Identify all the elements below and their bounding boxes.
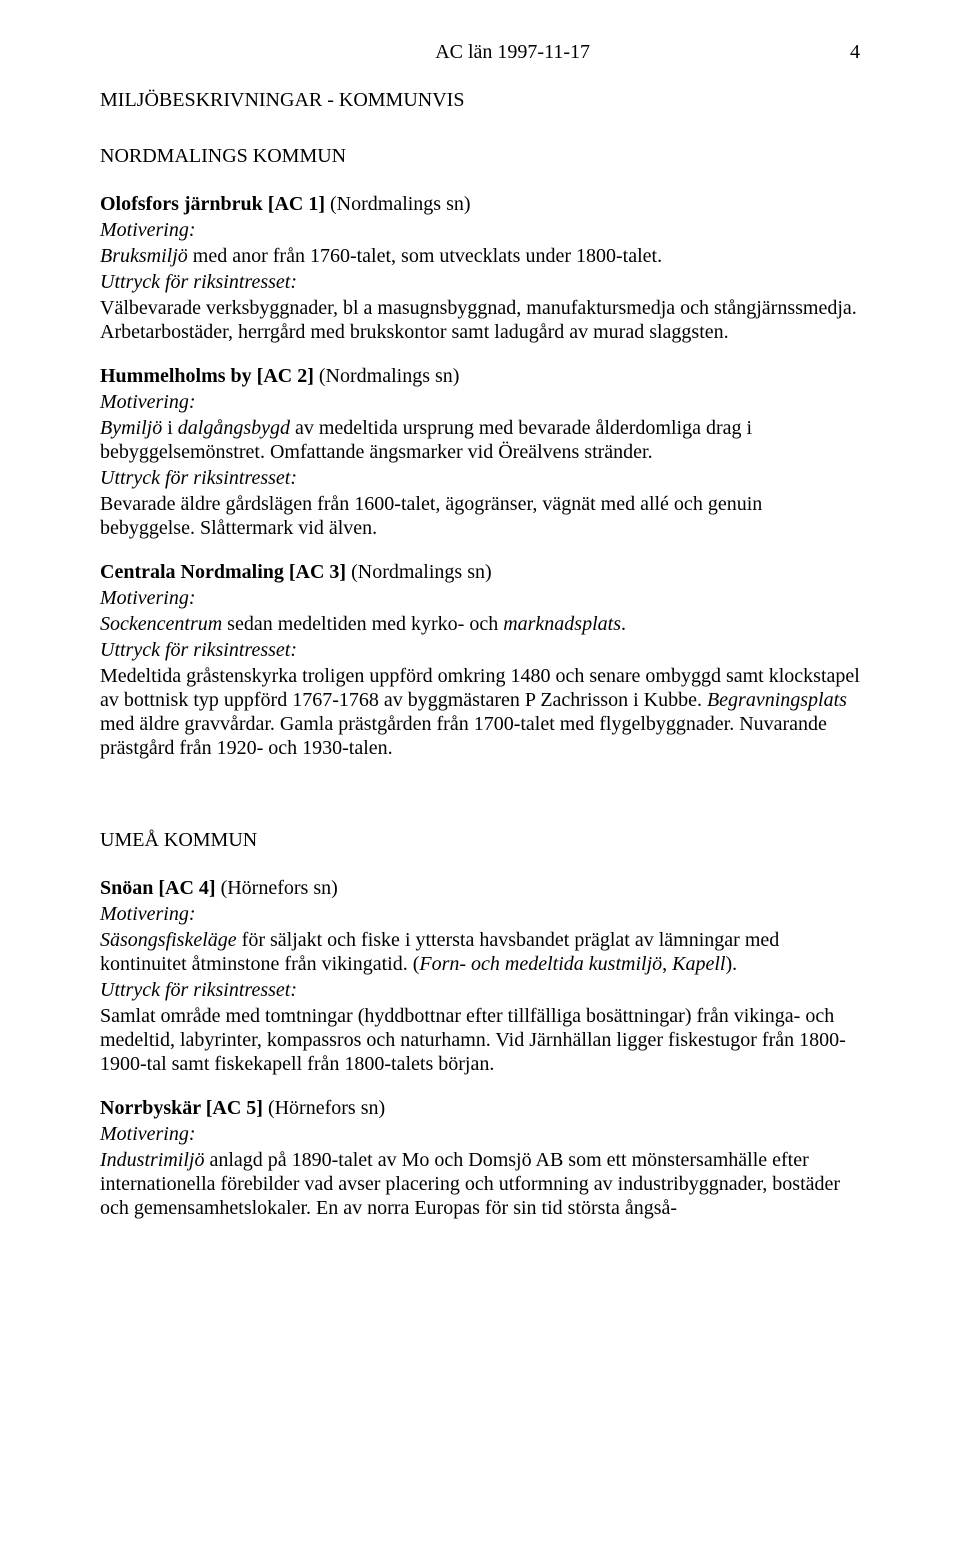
entry-snoan: Snöan [AC 4] (Hörnefors sn) Motivering: … xyxy=(100,876,860,1076)
motivation-label: Motivering: xyxy=(100,902,860,926)
motivation-text: Säsongsfiskeläge för säljakt och fiske i… xyxy=(100,928,860,976)
expression-text: Samlat område med tomtningar (hyddbottna… xyxy=(100,1004,860,1076)
motivation-text: Industrimiljö anlagd på 1890-talet av Mo… xyxy=(100,1148,860,1220)
expression-label: Uttryck för riksintresset: xyxy=(100,466,860,490)
expression-label: Uttryck för riksintresset: xyxy=(100,638,860,662)
entry-title-bold: Olofsfors järnbruk [AC 1] xyxy=(100,193,325,215)
entry-title-bold: Snöan [AC 4] xyxy=(100,877,216,899)
motivation-label: Motivering: xyxy=(100,390,860,414)
expression-text: Välbevarade verksbyggnader, bl a masugns… xyxy=(100,296,860,344)
motivation-label: Motivering: xyxy=(100,586,860,610)
entry-title-bold: Norrbyskär [AC 5] xyxy=(100,1097,263,1119)
entry-hummelholms: Hummelholms by [AC 2] (Nordmalings sn) M… xyxy=(100,364,860,540)
page-header: AC län 1997-11-17 4 xyxy=(100,40,860,64)
expression-label: Uttryck för riksintresset: xyxy=(100,270,860,294)
header-left-text: AC län 1997-11-17 xyxy=(435,40,590,64)
entry-title-rest: (Nordmalings sn) xyxy=(325,193,471,215)
entry-centrala-nordmaling: Centrala Nordmaling [AC 3] (Nordmalings … xyxy=(100,560,860,760)
entry-title-rest: (Nordmalings sn) xyxy=(346,561,492,583)
section-heading-umea: UMEÅ KOMMUN xyxy=(100,828,860,852)
entry-title-bold: Hummelholms by [AC 2] xyxy=(100,365,314,387)
expression-text: Bevarade äldre gårdslägen från 1600-tale… xyxy=(100,492,860,540)
entry-title-bold: Centrala Nordmaling [AC 3] xyxy=(100,561,346,583)
entry-title: Hummelholms by [AC 2] (Nordmalings sn) xyxy=(100,364,860,388)
expression-label: Uttryck för riksintresset: xyxy=(100,978,860,1002)
entry-olofsfors: Olofsfors järnbruk [AC 1] (Nordmalings s… xyxy=(100,192,860,344)
section-heading-nordmaling: NORDMALINGS KOMMUN xyxy=(100,144,860,168)
entry-title: Olofsfors järnbruk [AC 1] (Nordmalings s… xyxy=(100,192,860,216)
motivation-label: Motivering: xyxy=(100,218,860,242)
motivation-text: Bymiljö i dalgångsbygd av medeltida ursp… xyxy=(100,416,860,464)
entry-title-rest: (Hörnefors sn) xyxy=(263,1097,385,1119)
entry-title-rest: (Hörnefors sn) xyxy=(216,877,338,899)
entry-title-rest: (Nordmalings sn) xyxy=(314,365,460,387)
motivation-label: Motivering: xyxy=(100,1122,860,1146)
entry-title: Snöan [AC 4] (Hörnefors sn) xyxy=(100,876,860,900)
entry-title: Norrbyskär [AC 5] (Hörnefors sn) xyxy=(100,1096,860,1120)
entry-norrbyskar: Norrbyskär [AC 5] (Hörnefors sn) Motiver… xyxy=(100,1096,860,1220)
motivation-text: Sockencentrum sedan medeltiden med kyrko… xyxy=(100,612,860,636)
page-number: 4 xyxy=(840,40,860,64)
motivation-text: Bruksmiljö med anor från 1760-talet, som… xyxy=(100,244,860,268)
main-heading: MILJÖBESKRIVNINGAR - KOMMUNVIS xyxy=(100,88,860,112)
expression-text: Medeltida gråstenskyrka troligen uppförd… xyxy=(100,664,860,760)
entry-title: Centrala Nordmaling [AC 3] (Nordmalings … xyxy=(100,560,860,584)
